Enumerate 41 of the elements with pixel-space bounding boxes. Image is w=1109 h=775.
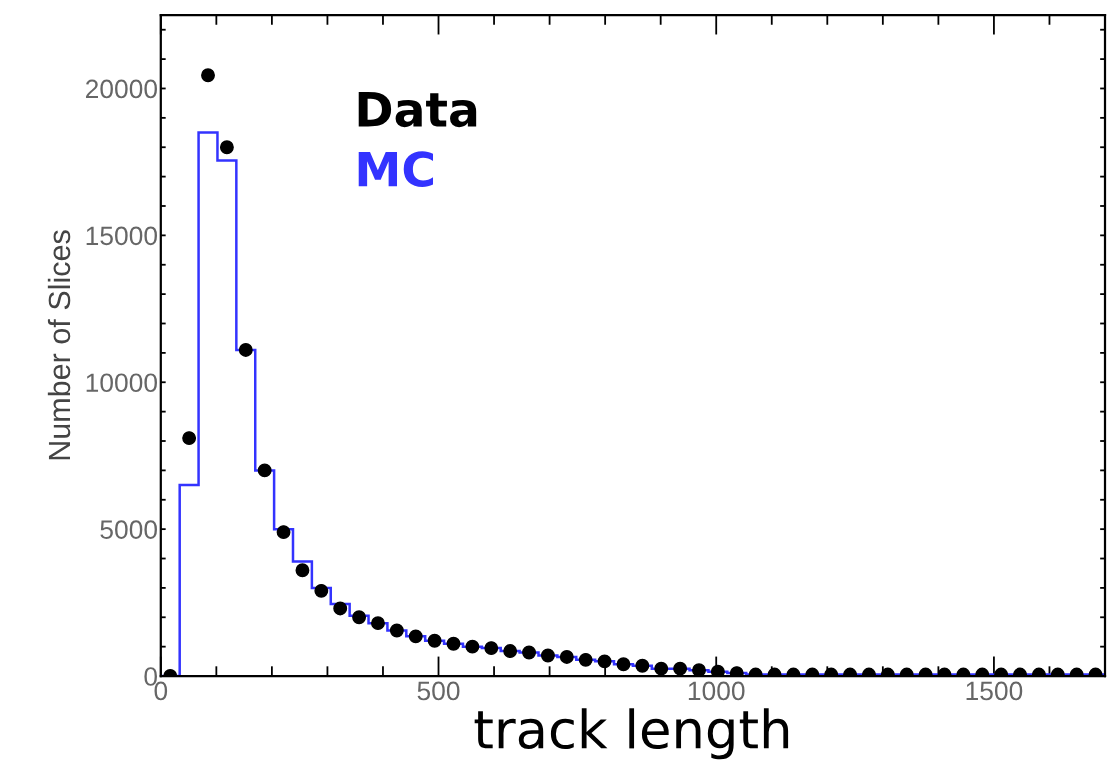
point	[729, 666, 744, 677]
y-axis-title: Number of Slices	[47, 230, 71, 460]
point	[578, 652, 593, 667]
point	[352, 610, 367, 625]
point	[597, 654, 612, 669]
x-tick-label: 1500	[966, 681, 1023, 701]
point	[427, 633, 442, 648]
point	[201, 68, 215, 83]
text: MC	[358, 151, 434, 188]
y-tick-label: 20000	[85, 79, 157, 99]
y-tick-label: 10000	[86, 373, 157, 393]
point	[219, 140, 234, 155]
y-tick-label: 5000	[100, 520, 157, 539]
point	[503, 644, 518, 659]
point	[238, 342, 253, 357]
x-tick-label: 1000	[688, 681, 745, 701]
point	[484, 641, 499, 656]
point	[692, 663, 706, 677]
point	[522, 645, 536, 660]
x-axis-title: track length	[474, 708, 789, 760]
point	[295, 563, 310, 578]
point	[635, 658, 650, 673]
point	[257, 463, 272, 478]
point	[446, 636, 461, 651]
point	[182, 431, 197, 446]
point	[710, 664, 725, 677]
x-tick-label: 500	[417, 681, 460, 701]
point	[673, 661, 688, 676]
y-tick-label: 15000	[86, 226, 157, 246]
text: Data	[358, 92, 477, 128]
point	[616, 657, 631, 672]
point	[371, 616, 385, 631]
point	[654, 661, 669, 676]
point	[276, 525, 291, 540]
point	[314, 583, 329, 598]
point	[559, 649, 574, 664]
point	[389, 623, 404, 638]
point	[465, 639, 480, 654]
point	[540, 648, 555, 663]
point	[408, 629, 423, 644]
point	[333, 601, 348, 616]
